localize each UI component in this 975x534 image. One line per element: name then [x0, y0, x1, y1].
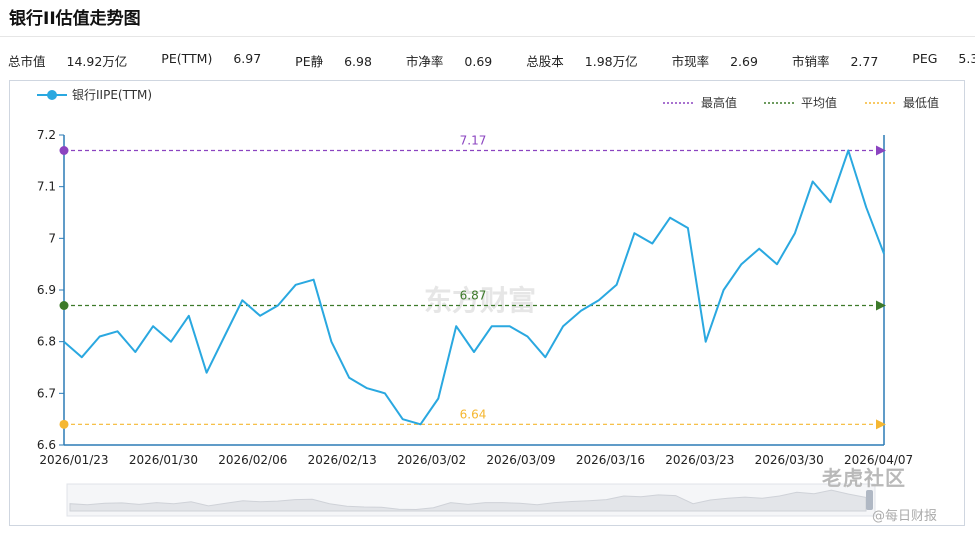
stat-value: 1.98万亿 [584, 54, 638, 69]
stat-value: 2.77 [850, 54, 879, 69]
stat-pcf: 市现率 2.69 [672, 51, 775, 70]
stat-value: 2.69 [730, 54, 758, 69]
x-tick-label: 2026/03/02 [397, 453, 466, 467]
legend-max-label: 最高值 [701, 95, 737, 110]
reference-arrow-avg [876, 300, 886, 311]
stat-label: PE静 [295, 54, 324, 69]
stat-label: 市现率 [671, 54, 710, 69]
x-tick-label: 2026/01/23 [39, 453, 108, 467]
reference-dot-avg [59, 301, 69, 310]
stat-label: 市净率 [405, 54, 444, 69]
stat-market-cap: 总市值 14.92万亿 [8, 51, 144, 70]
y-tick-label: 7.2 [37, 128, 56, 142]
watermark-eastmoney: 东方财富 [424, 284, 536, 317]
stat-value: 6.97 [233, 51, 262, 66]
y-tick-label: 6.8 [37, 335, 56, 349]
x-tick-label: 2026/03/30 [755, 453, 824, 467]
reference-arrow-max [876, 145, 886, 156]
range-navigator-handle [866, 490, 873, 510]
stat-value: 6.98 [344, 54, 372, 69]
watermark-laohu: 老虎社区 [822, 466, 906, 490]
pe-series-line [63, 149, 885, 426]
stat-pb: 市净率 0.69 [406, 51, 509, 70]
reference-arrow-min [876, 419, 886, 430]
x-tick-label: 2026/02/06 [218, 453, 287, 467]
chart-page-title: 银行II估值走势图 [9, 9, 141, 29]
reference-value-max: 7.17 [460, 134, 487, 148]
x-tick-label: 2026/04/07 [844, 453, 913, 467]
title-divider [0, 36, 975, 37]
stat-pe-static: PE静 6.98 [295, 51, 389, 70]
legend-series-marker [47, 90, 57, 100]
stat-label: 市销率 [791, 54, 830, 69]
stat-value: 5.3608 [958, 51, 975, 66]
reference-dot-max [59, 146, 69, 155]
y-tick-label: 7 [48, 231, 56, 245]
x-tick-label: 2026/02/13 [308, 453, 377, 467]
stat-peg: PEG 5.3608 [912, 51, 975, 70]
stat-label: PE(TTM) [161, 51, 213, 66]
chart-frame [9, 80, 965, 526]
stat-label: 总股本 [526, 54, 564, 69]
y-tick-label: 6.6 [37, 438, 56, 452]
range-navigator-area [69, 489, 867, 512]
valuation-stats-bar: 总市值 14.92万亿 PE(TTM) 6.97 PE静 6.98 市净率 0.… [8, 51, 975, 70]
x-tick-label: 2026/01/30 [129, 453, 198, 467]
stat-ps: 市销率 2.77 [792, 51, 895, 70]
reference-dot-min [59, 419, 69, 429]
stat-label: PEG [912, 51, 938, 66]
y-tick-label: 7.1 [37, 180, 56, 194]
stat-value: 0.69 [464, 54, 493, 69]
stat-pe-ttm: PE(TTM) 6.97 [161, 51, 278, 70]
y-tick-label: 6.9 [37, 283, 56, 297]
y-tick-label: 6.7 [37, 386, 56, 400]
reference-value-min: 6.64 [460, 407, 487, 421]
stat-value: 14.92万亿 [66, 54, 128, 69]
stat-label: 总市值 [8, 54, 46, 69]
x-tick-label: 2026/03/16 [576, 453, 645, 467]
x-tick-label: 2026/03/09 [486, 453, 555, 467]
watermark-meiri: @每日财报 [872, 509, 938, 524]
legend-avg-label: 平均值 [801, 95, 837, 110]
reference-value-avg: 6.87 [460, 289, 487, 303]
legend-series-label: 银行IIPE(TTM) [72, 88, 152, 102]
x-tick-label: 2026/03/23 [665, 453, 734, 467]
legend-min-label: 最低值 [903, 95, 939, 110]
stat-total-shares: 总股本 1.98万亿 [526, 51, 654, 70]
